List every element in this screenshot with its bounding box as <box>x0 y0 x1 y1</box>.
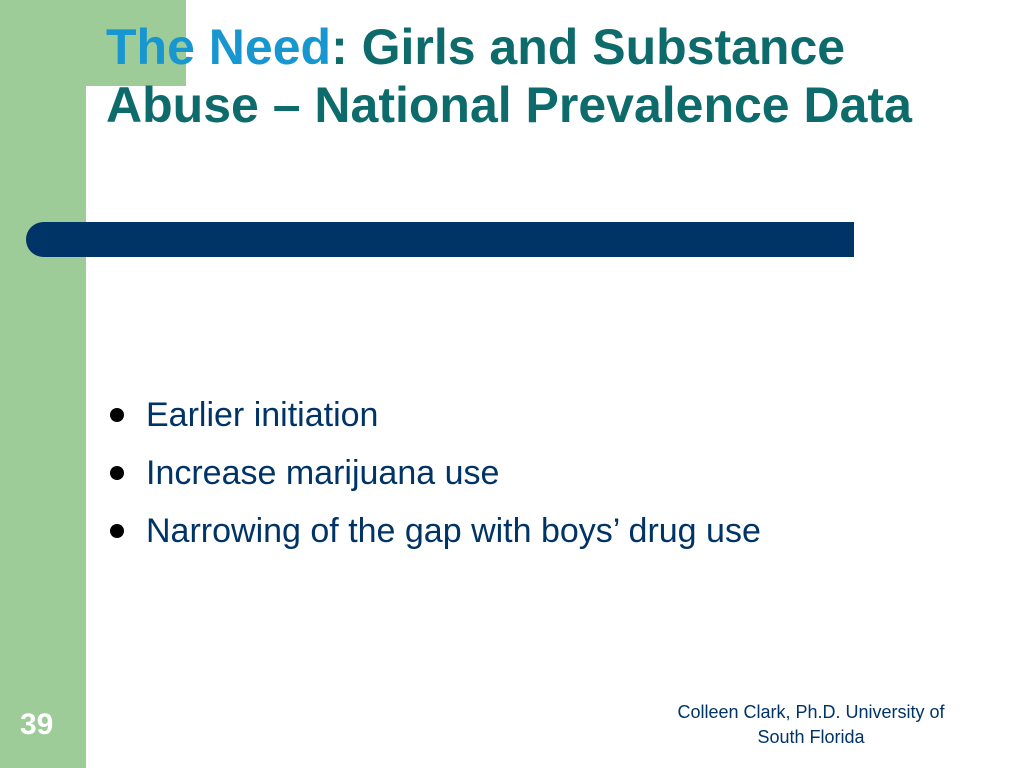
bullet-item: Earlier initiation <box>108 386 761 444</box>
bullet-text: Earlier initiation <box>146 395 379 434</box>
rounded-content-corner <box>86 86 186 186</box>
slide-title: The Need: Girls and Substance Abuse – Na… <box>106 18 986 134</box>
bullet-list: Earlier initiation Increase marijuana us… <box>108 386 761 560</box>
footer-credit: Colleen Clark, Ph.D. University of South… <box>650 700 972 750</box>
title-accent: The Need <box>106 19 332 75</box>
title-divider-bar <box>26 222 854 257</box>
footer-line-1: Colleen Clark, Ph.D. University of <box>677 702 945 722</box>
title-rest: : Girls and Substance Abuse – National P… <box>106 19 912 133</box>
footer-line-2: South Florida <box>757 727 865 747</box>
bullet-dot-icon <box>110 466 124 480</box>
bullet-dot-icon <box>110 408 124 422</box>
bullet-text: Increase marijuana use <box>146 453 500 492</box>
slide-number: 39 <box>20 708 54 741</box>
top-green-band <box>86 0 186 86</box>
bullet-dot-icon <box>110 524 124 538</box>
bullet-text: Narrowing of the gap with boys’ drug use <box>146 511 761 550</box>
bullet-item: Increase marijuana use <box>108 444 761 502</box>
left-green-band <box>0 0 86 768</box>
bullet-item: Narrowing of the gap with boys’ drug use <box>108 502 761 560</box>
